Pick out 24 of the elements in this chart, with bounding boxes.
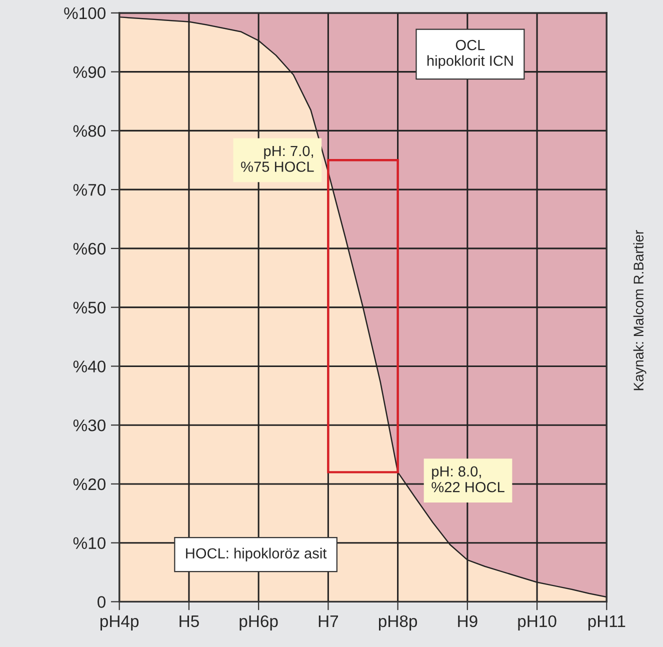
x-tick-label: pH11 <box>588 616 626 630</box>
y-tick-label: %100 <box>64 7 106 20</box>
y-tick-label: %30 <box>73 419 106 432</box>
y-tick-label: %60 <box>73 242 106 255</box>
y-tick-label: %50 <box>73 302 106 314</box>
y-tick-label: %20 <box>73 478 106 490</box>
series-label: HOCL: hipokloröz asit <box>186 548 327 562</box>
text: Kaynak: Malcom R.Bartier <box>633 230 646 390</box>
y-tick-label: %70 <box>73 184 106 196</box>
y-tick-label: 0 <box>98 596 106 608</box>
y-tick-label: %10 <box>73 537 106 550</box>
y-tick-label: %90 <box>73 66 106 78</box>
y-tick-label: %40 <box>73 360 106 372</box>
x-tick-label: H7 <box>318 616 338 627</box>
series-label: OCL hipoklorit ICN <box>427 40 513 69</box>
y-tick-label: %80 <box>73 125 106 137</box>
x-tick-label: H5 <box>180 616 199 628</box>
x-tick-label: pH8p <box>378 615 418 630</box>
x-tick-label: pH6p <box>240 615 278 630</box>
annotation: pH: 8.0, %22 HOCL <box>432 466 504 492</box>
x-tick-label: H9 <box>458 615 478 628</box>
x-tick-label: pH10 <box>518 615 556 630</box>
annotation: pH: 7.0, %75 HOCL <box>241 146 314 172</box>
x-tick-label: pH4p <box>100 616 139 630</box>
